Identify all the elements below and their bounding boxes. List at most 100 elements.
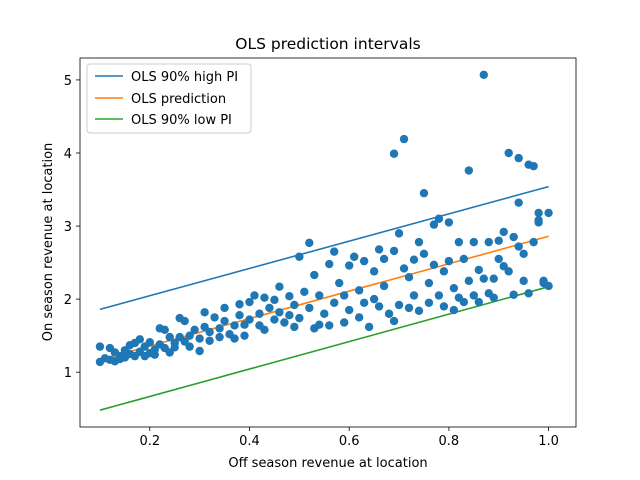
scatter-point xyxy=(544,208,553,218)
scatter-point xyxy=(240,331,249,340)
scatter-point xyxy=(95,342,105,351)
scatter-point xyxy=(469,237,479,247)
scatter-point xyxy=(449,283,459,293)
series-line-high-pi xyxy=(99,185,549,311)
scatter-point xyxy=(270,315,279,324)
legend-label-high-pi: OLS 90% high PI xyxy=(131,70,238,85)
scatter-point xyxy=(280,318,289,327)
scatter-point xyxy=(330,247,339,256)
scatter-point xyxy=(364,322,374,332)
scatter-point xyxy=(230,334,239,343)
scatter-point xyxy=(215,324,224,333)
y-tick-label: 1 xyxy=(64,366,72,381)
x-axis: 0.2 0.4 0.6 0.8 1.0 xyxy=(139,427,559,449)
scatter-point xyxy=(379,281,389,291)
scatter-point xyxy=(379,254,389,264)
scatter-point xyxy=(374,302,384,311)
scatter-point xyxy=(260,293,269,302)
scatter-point xyxy=(220,316,229,326)
scatter-point xyxy=(305,238,314,248)
scatter-point xyxy=(340,318,349,327)
scatter-point xyxy=(344,305,354,315)
scatter-point xyxy=(270,295,279,305)
scatter-point xyxy=(474,297,483,307)
scatter-point xyxy=(349,252,359,261)
scatter-point xyxy=(414,237,424,247)
scatter-point xyxy=(160,325,169,335)
series-line-low-pi xyxy=(99,285,549,411)
scatter-point xyxy=(404,303,414,313)
scatter-point xyxy=(285,311,294,320)
scatter-point xyxy=(444,256,454,266)
scatter-point xyxy=(519,249,528,259)
scatter-point xyxy=(265,303,274,313)
scatter-point xyxy=(444,218,454,227)
scatter-point xyxy=(215,332,224,342)
scatter-point xyxy=(205,336,214,345)
scatter-point xyxy=(534,218,543,227)
scatter-point xyxy=(529,237,538,247)
scatter-point xyxy=(170,343,179,352)
scatter-point xyxy=(245,297,254,307)
scatter-point xyxy=(449,305,459,315)
scatter-point xyxy=(419,249,429,259)
scatter-point xyxy=(220,303,229,313)
scatter-point xyxy=(434,214,444,223)
scatter-point xyxy=(190,325,199,335)
scatter-point xyxy=(519,276,528,286)
scatter-point xyxy=(285,292,294,301)
scatter-point xyxy=(424,298,434,307)
scatter-point xyxy=(404,273,414,282)
scatter-point xyxy=(389,149,399,158)
legend-label-prediction: OLS prediction xyxy=(131,92,226,107)
scatter-point xyxy=(200,308,209,317)
scatter-point xyxy=(150,350,159,359)
scatter-point xyxy=(295,252,304,261)
scatter-point xyxy=(464,166,474,175)
scatter-point xyxy=(394,300,404,310)
y-axis-label: On season revenue at location xyxy=(41,143,56,342)
scatter-point xyxy=(524,289,533,298)
scatter-point xyxy=(434,291,444,300)
scatter-point xyxy=(145,338,154,347)
scatter-point xyxy=(295,313,304,323)
scatter-point xyxy=(414,306,424,316)
legend-box xyxy=(86,63,252,134)
scatter-point xyxy=(180,316,189,326)
scatter-point xyxy=(424,278,434,288)
chart-title: OLS prediction intervals xyxy=(235,35,420,53)
scatter-point xyxy=(330,298,339,307)
scatter-points xyxy=(95,70,553,367)
scatter-point xyxy=(529,161,538,171)
scatter-point xyxy=(419,188,429,198)
scatter-point xyxy=(439,267,449,276)
scatter-point xyxy=(205,327,214,337)
scatter-point xyxy=(275,282,284,291)
scatter-point xyxy=(494,236,503,245)
scatter-point xyxy=(514,198,523,207)
scatter-point xyxy=(310,270,319,280)
plot-frame xyxy=(79,57,577,428)
scatter-point xyxy=(389,246,399,256)
scatter-point xyxy=(389,316,399,326)
scatter-point xyxy=(344,261,354,270)
scatter-point xyxy=(305,303,314,313)
scatter-point xyxy=(489,293,498,302)
x-axis-label: Off season revenue at location xyxy=(228,456,427,471)
scatter-point xyxy=(290,300,299,310)
scatter-point xyxy=(369,267,379,276)
scatter-point xyxy=(315,291,324,300)
scatter-point xyxy=(509,232,518,242)
scatter-point xyxy=(489,274,498,283)
y-tick-label: 3 xyxy=(64,220,72,235)
scatter-point xyxy=(409,291,419,300)
scatter-point xyxy=(230,321,239,330)
legend-label-low-pi: OLS 90% low PI xyxy=(131,113,232,128)
scatter-point xyxy=(359,298,369,307)
scatter-point xyxy=(464,276,474,286)
x-tick-label: 0.4 xyxy=(239,434,260,449)
scatter-point xyxy=(399,134,409,144)
legend: OLS 90% high PI OLS prediction OLS 90% l… xyxy=(86,63,252,134)
scatter-point xyxy=(320,309,329,318)
